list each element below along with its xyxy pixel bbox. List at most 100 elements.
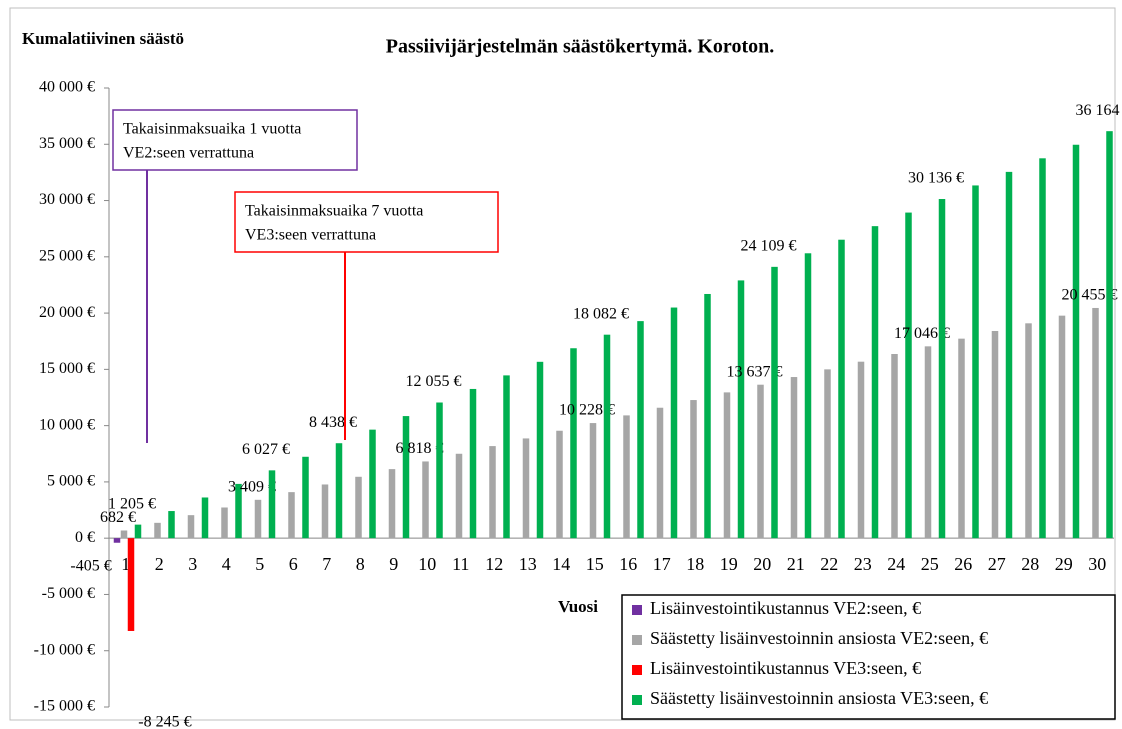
bar xyxy=(1039,158,1046,539)
y-tick-label: 30 000 € xyxy=(39,191,95,208)
y-tick-label: -10 000 € xyxy=(34,641,95,658)
annotation-box xyxy=(234,191,499,253)
y-tick-label: 15 000 € xyxy=(39,360,95,377)
data-label: 17 046 € xyxy=(894,325,950,342)
bar xyxy=(1072,144,1080,539)
bar xyxy=(570,348,577,539)
x-tick-label: 6 xyxy=(289,554,298,574)
legend-swatch xyxy=(632,665,642,675)
x-tick-label: 22 xyxy=(820,554,838,574)
data-label: 10 228 € xyxy=(559,402,615,419)
annotation-text: Takaisinmaksuaika 1 vuotta xyxy=(123,121,301,138)
y-tick-label: 5 000 € xyxy=(47,473,95,490)
legend-box xyxy=(621,594,1116,720)
bar xyxy=(1058,315,1066,539)
x-tick-label: 20 xyxy=(753,554,771,574)
bar xyxy=(436,402,443,539)
bar xyxy=(469,388,477,539)
bar xyxy=(455,453,463,539)
bar xyxy=(1005,171,1013,539)
x-tick-label: 11 xyxy=(452,554,469,574)
x-tick-label: 27 xyxy=(988,554,1006,574)
x-tick-label: 30 xyxy=(1088,554,1106,574)
y-tick-label: 0 € xyxy=(75,529,95,546)
legend-swatch xyxy=(632,605,642,615)
bar xyxy=(771,266,778,539)
bar xyxy=(221,507,228,539)
bar xyxy=(522,438,530,539)
bar xyxy=(134,524,142,539)
bar xyxy=(723,392,731,539)
bar xyxy=(891,354,898,539)
bar xyxy=(402,416,410,539)
bar xyxy=(1025,323,1032,539)
bar xyxy=(288,492,295,539)
bar xyxy=(871,226,879,539)
annotation-box xyxy=(112,109,358,171)
bar xyxy=(235,483,242,539)
bar xyxy=(422,461,429,539)
data-label: 18 082 € xyxy=(573,305,629,322)
bar xyxy=(857,361,865,539)
bar xyxy=(154,522,161,539)
x-tick-label: 16 xyxy=(619,554,637,574)
legend-swatch xyxy=(632,635,642,645)
x-tick-label: 5 xyxy=(255,554,264,574)
bar xyxy=(838,239,845,539)
data-label: 30 136 € xyxy=(908,170,964,187)
bar xyxy=(670,307,678,539)
x-tick-label: 21 xyxy=(787,554,805,574)
bar xyxy=(704,293,711,539)
x-tick-label: 8 xyxy=(356,554,365,574)
bar xyxy=(127,538,135,631)
annotation-text: Takaisinmaksuaika 7 vuotta xyxy=(245,203,423,220)
bar xyxy=(905,212,912,539)
legend-label: Säästetty lisäinvestoinnin ansiosta VE3:… xyxy=(650,688,988,708)
bar xyxy=(302,456,309,539)
bar xyxy=(991,330,999,539)
chart-frame xyxy=(9,7,1116,721)
bar xyxy=(824,369,831,539)
x-tick-label: 29 xyxy=(1055,554,1073,574)
bar xyxy=(254,499,262,539)
data-label: 682 € xyxy=(100,509,136,526)
x-tick-label: 23 xyxy=(854,554,872,574)
legend-label: Säästetty lisäinvestoinnin ansiosta VE2:… xyxy=(650,628,988,648)
bar xyxy=(938,199,946,539)
y-tick-label: 40 000 € xyxy=(39,79,95,96)
data-label: -405 € xyxy=(70,557,111,574)
bar xyxy=(120,530,128,539)
x-tick-label: 3 xyxy=(188,554,197,574)
x-tick-label: 9 xyxy=(389,554,398,574)
y-axis-title: Kumalatiivinen säästö xyxy=(22,29,184,48)
bar xyxy=(804,253,812,539)
y-tick-label: 25 000 € xyxy=(39,247,95,264)
bar xyxy=(757,384,764,539)
x-tick-label: 18 xyxy=(686,554,704,574)
legend-label: Lisäinvestointikustannus VE2:seen, € xyxy=(650,598,921,618)
x-tick-label: 24 xyxy=(887,554,905,574)
bar xyxy=(603,334,611,539)
bar xyxy=(388,469,396,539)
x-tick-label: 10 xyxy=(418,554,436,574)
bar xyxy=(924,346,932,539)
data-label: 6 818 € xyxy=(396,440,444,457)
x-tick-label: 13 xyxy=(519,554,537,574)
x-tick-label: 28 xyxy=(1021,554,1039,574)
y-tick-label: 10 000 € xyxy=(39,416,95,433)
bar xyxy=(589,423,597,539)
data-label: 6 027 € xyxy=(242,441,290,458)
data-label: 12 055 € xyxy=(406,373,462,390)
x-tick-label: 15 xyxy=(586,554,604,574)
bar xyxy=(623,415,630,539)
bar xyxy=(489,446,496,539)
annotation-text: VE3:seen verrattuna xyxy=(245,227,376,244)
bar xyxy=(355,476,362,539)
x-axis-title: Vuosi xyxy=(558,597,598,616)
bar xyxy=(168,511,175,539)
bar xyxy=(556,430,563,539)
bar xyxy=(1092,307,1099,539)
x-tick-label: 25 xyxy=(921,554,939,574)
data-label: 20 455 € xyxy=(1062,287,1118,304)
